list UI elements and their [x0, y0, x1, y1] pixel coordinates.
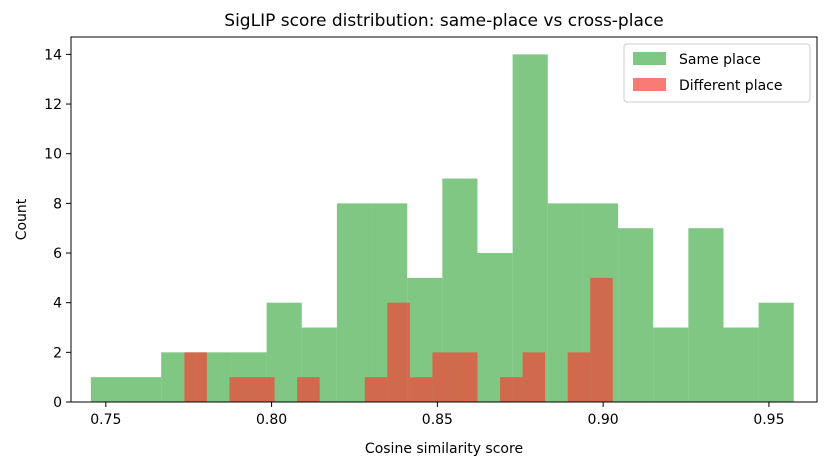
- x-axis-ticks: 0.75 0.80 0.85 0.90 0.95: [90, 402, 785, 428]
- y-tick-label: 14: [44, 47, 62, 63]
- y-tick-label: 0: [53, 395, 62, 411]
- x-tick-label: 0.85: [422, 412, 453, 428]
- bar-different-place-15: [522, 352, 546, 402]
- bar-same-place-17: [688, 228, 724, 402]
- bar-same-place-16: [653, 327, 689, 402]
- bar-same-place-18: [723, 327, 759, 402]
- legend: Same place Different place: [623, 43, 811, 103]
- bar-different-place-18: [590, 277, 613, 402]
- bar-same-place-15: [618, 228, 654, 402]
- bar-different-place-17: [567, 352, 591, 402]
- x-tick-label: 0.90: [588, 412, 619, 428]
- bar-different-place-11: [432, 352, 455, 402]
- bar-different-place-0: [184, 352, 207, 402]
- x-tick-label: 0.75: [90, 412, 121, 428]
- axes-frame: [70, 36, 818, 403]
- y-axis-label: Count: [14, 198, 30, 240]
- bar-same-place-12: [512, 54, 548, 402]
- bar-different-place-14: [500, 377, 523, 402]
- y-tick-label: 4: [53, 296, 62, 312]
- x-tick-label: 0.95: [753, 412, 784, 428]
- y-tick-label: 8: [53, 196, 62, 212]
- bars-layer: [90, 54, 794, 402]
- bar-same-place-7: [336, 203, 373, 402]
- bar-different-place-8: [364, 377, 388, 402]
- bar-different-place-3: [252, 377, 275, 402]
- bar-different-place-10: [409, 377, 433, 402]
- bar-different-place-2: [229, 377, 253, 402]
- y-tick-label: 10: [44, 147, 62, 163]
- legend-label-different-place: Different place: [679, 78, 782, 94]
- bar-different-place-9: [387, 302, 410, 402]
- legend-box: [623, 43, 811, 103]
- legend-swatch-same-place: [633, 52, 666, 65]
- bar-different-place-5: [297, 377, 320, 402]
- bar-same-place-19: [758, 302, 794, 402]
- legend-label-same-place: Same place: [679, 52, 761, 68]
- y-tick-label: 6: [53, 246, 62, 262]
- y-tick-label: 2: [53, 345, 62, 361]
- bar-same-place-1: [126, 377, 162, 402]
- y-axis-ticks: 0 2 4 6 8 10 12 14: [44, 47, 71, 411]
- legend-swatch-different-place: [633, 78, 666, 91]
- bar-different-place-12: [454, 352, 478, 402]
- y-tick-label: 12: [44, 97, 62, 113]
- x-tick-label: 0.80: [256, 412, 287, 428]
- chart-title: SigLIP score distribution: same-place vs…: [224, 11, 663, 31]
- bar-same-place-0: [90, 377, 127, 402]
- x-axis-label: Cosine similarity score: [365, 441, 523, 457]
